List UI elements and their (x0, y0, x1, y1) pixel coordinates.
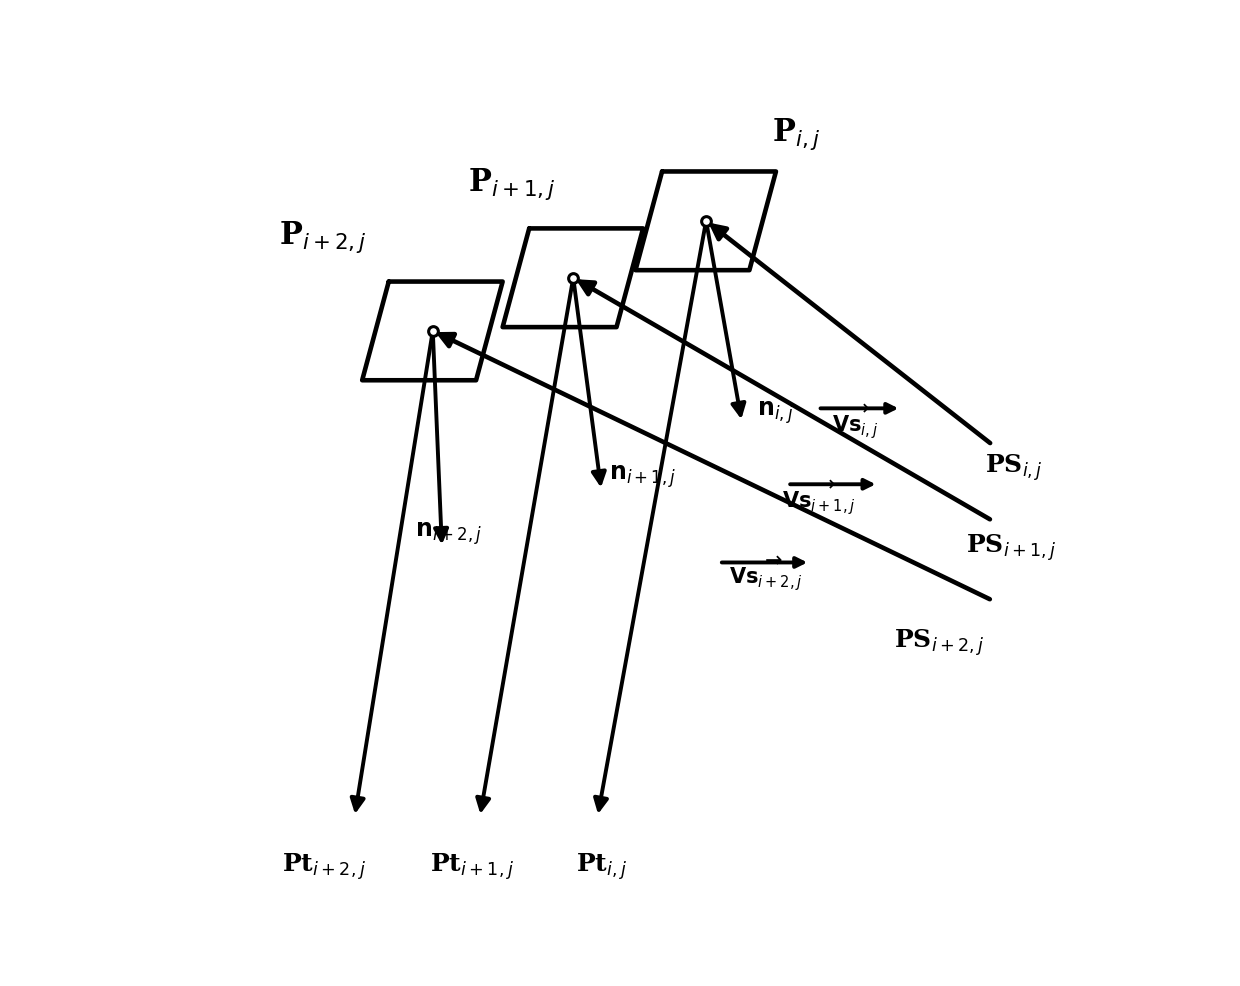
Text: Pt$_{i,j}$: Pt$_{i,j}$ (575, 851, 627, 881)
Text: $\overrightarrow{\mathbf{Vs}_{i+2,j}}$: $\overrightarrow{\mathbf{Vs}_{i+2,j}}$ (729, 554, 802, 594)
Text: P$_{i,j}$: P$_{i,j}$ (773, 116, 820, 153)
Text: PS$_{i+2,j}$: PS$_{i+2,j}$ (894, 627, 985, 658)
Text: PS$_{i+1,j}$: PS$_{i+1,j}$ (966, 531, 1056, 563)
Text: PS$_{i,j}$: PS$_{i,j}$ (985, 453, 1043, 483)
Text: $\mathbf{n}_{i,j}$: $\mathbf{n}_{i,j}$ (756, 399, 794, 426)
Text: P$_{i+2,j}$: P$_{i+2,j}$ (279, 219, 367, 255)
Text: Pt$_{i+1,j}$: Pt$_{i+1,j}$ (430, 851, 515, 881)
Text: $\mathbf{n}_{i+1,j}$: $\mathbf{n}_{i+1,j}$ (609, 463, 677, 490)
Text: P$_{i+1,j}$: P$_{i+1,j}$ (469, 166, 557, 202)
Text: $\overrightarrow{\mathbf{Vs}_{i+1,j}}$: $\overrightarrow{\mathbf{Vs}_{i+1,j}}$ (782, 478, 856, 518)
Text: $\mathbf{n}_{i+2,j}$: $\mathbf{n}_{i+2,j}$ (415, 521, 482, 547)
Text: $\overrightarrow{\mathbf{Vs}_{i,j}}$: $\overrightarrow{\mathbf{Vs}_{i,j}}$ (832, 402, 878, 442)
Text: Pt$_{i+2,j}$: Pt$_{i+2,j}$ (283, 851, 366, 881)
